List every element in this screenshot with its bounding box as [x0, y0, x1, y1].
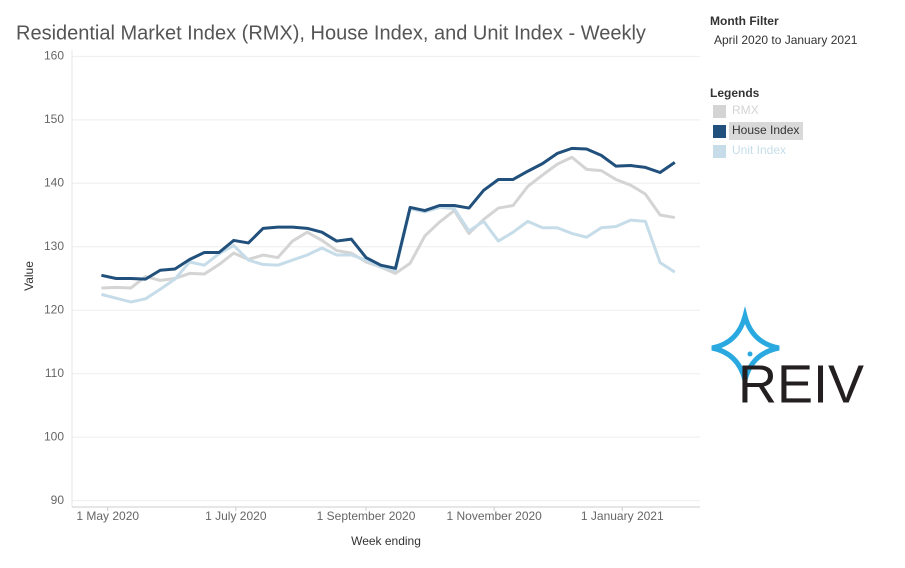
legend-title: Legends: [710, 86, 760, 100]
x-tick-label: 1 July 2020: [205, 509, 267, 523]
y-tick-label: 100: [44, 429, 64, 443]
legend-label: Unit Index: [732, 143, 786, 157]
legend-label: RMX: [732, 103, 759, 117]
logo-dot: [747, 351, 753, 357]
legend-item[interactable]: RMX: [713, 103, 759, 118]
x-axis-label: Week ending: [351, 534, 421, 548]
y-tick-label: 160: [44, 49, 64, 63]
legend-item[interactable]: Unit Index: [713, 143, 786, 158]
logo-star: [711, 306, 780, 390]
filter-title: Month Filter: [710, 14, 779, 28]
series-line: [101, 146, 676, 281]
legend-swatch: [713, 105, 726, 118]
series-line: [101, 155, 676, 290]
logo: REIV: [711, 306, 864, 414]
y-tick-label: 150: [44, 112, 64, 126]
filter-value[interactable]: April 2020 to January 2021: [714, 33, 858, 47]
series-line: [101, 205, 676, 304]
logo-text: REIV: [738, 354, 864, 414]
legend-label: House Index: [732, 123, 799, 137]
y-tick-label: 120: [44, 302, 64, 316]
x-tick-label: 1 January 2021: [581, 509, 664, 523]
legend-swatch: [713, 145, 726, 158]
x-tick-label: 1 November 2020: [446, 509, 542, 523]
legend-item[interactable]: House Index: [713, 122, 803, 140]
y-axis-label: Value: [22, 261, 36, 291]
chart-title: Residential Market Index (RMX), House In…: [16, 22, 646, 44]
y-tick-label: 130: [44, 239, 64, 253]
y-tick-label: 140: [44, 175, 64, 189]
legend-swatch: [713, 125, 726, 138]
y-tick-label: 110: [45, 366, 64, 380]
x-tick-label: 1 September 2020: [317, 509, 416, 523]
x-tick-label: 1 May 2020: [76, 509, 139, 523]
legend-highlight: [729, 122, 803, 140]
y-tick-label: 90: [51, 493, 65, 507]
